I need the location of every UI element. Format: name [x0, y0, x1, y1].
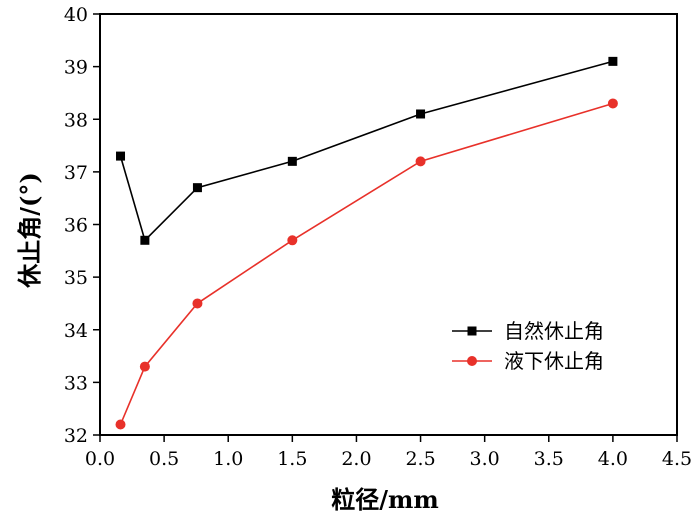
legend-label-1: 自然休止角	[504, 319, 604, 343]
x-tick-label: 3.5	[534, 448, 564, 470]
series-1-point	[287, 156, 297, 166]
x-axis-title: 粒径/mm	[331, 485, 439, 514]
series-2-point	[415, 156, 426, 167]
x-tick-label: 0.0	[85, 448, 115, 470]
y-tick-label: 39	[64, 57, 88, 79]
series-line-2	[119, 102, 614, 425]
y-tick-label: 32	[64, 425, 88, 447]
series-2-point	[607, 98, 618, 109]
x-tick-label: 3.0	[470, 448, 500, 470]
series-2-point	[115, 419, 126, 430]
legend-label-2: 液下休止角	[504, 349, 604, 373]
x-tick-label: 1.0	[213, 448, 243, 470]
y-tick-label: 38	[64, 109, 88, 131]
y-tick-label: 40	[64, 4, 88, 26]
series-1-point	[192, 183, 202, 193]
series-2-point	[192, 298, 203, 309]
x-tick-label: 2.0	[341, 448, 371, 470]
series-2-point	[287, 235, 298, 246]
series-1-point	[140, 235, 150, 245]
plot-area: 0.0 0.5 1.0 1.5 2.0 2.5 3.0 3.5 4.0 4.5 32 33 34 35 36…	[64, 4, 692, 470]
y-axis-title: 休止角/(°)	[15, 172, 44, 288]
x-tick-label: 0.5	[149, 448, 179, 470]
y-tick-label: 37	[64, 162, 88, 184]
x-tick-label: 2.5	[405, 448, 435, 470]
series-2-point	[139, 361, 150, 372]
legend-marker-2	[467, 356, 477, 366]
y-tick-label: 33	[64, 372, 88, 394]
y-tick-label: 36	[64, 215, 88, 237]
x-tick-label: 4.5	[662, 448, 692, 470]
series-1-point	[416, 109, 426, 119]
legend-marker-1	[467, 326, 477, 336]
series-line-1	[119, 60, 614, 242]
series-1-point	[608, 56, 618, 66]
y-tick-label: 34	[64, 320, 88, 342]
x-tick-label: 4.0	[598, 448, 628, 470]
series-1-point	[116, 151, 126, 161]
y-tick-label: 35	[64, 267, 88, 289]
x-tick-label: 1.5	[277, 448, 307, 470]
